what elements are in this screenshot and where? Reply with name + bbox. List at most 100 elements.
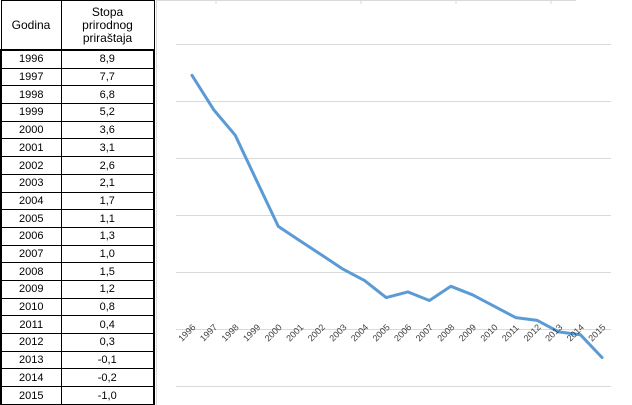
rate-value-cell: -1,0 [60,386,155,405]
year-cell: 1997 [0,67,62,87]
data-point [449,285,452,288]
x-tick-label: 2015 [586,322,607,343]
year-cell: 2005 [0,209,62,228]
rate-value-cell: -0,1 [60,350,155,370]
chart-canvas: 1996 1997 1998 1999 2000 2001 2002 2003 2004 2005… [156,0,611,405]
year-cell: 1999 [0,103,62,122]
rate-value-cell: 0,4 [60,315,155,335]
table-row: 2011 0,4 [0,315,155,335]
rate-value-cell: 3,6 [60,120,155,140]
year-cell: 2003 [0,173,62,193]
rate-value-cell: 0,3 [60,333,155,352]
table-row: 2010 0,8 [0,297,155,317]
table-row: 2014 -0,2 [0,368,155,388]
year-cell: 2014 [0,368,62,388]
table-row: 2000 3,6 [0,120,155,140]
rate-value-cell: 1,0 [60,244,155,264]
data-point [363,279,366,282]
year-cell: 2013 [0,350,62,370]
rate-value-cell: 2,6 [60,156,155,175]
year-cell: 2007 [0,244,62,264]
x-tick-label: 2014 [565,322,586,343]
series-line [190,73,604,359]
rate-value-cell: 0,8 [60,297,155,317]
line-chart: 1996 1997 1998 1999 2000 2001 2002 2003 2004 2005… [156,0,632,405]
x-tick-label: 2011 [500,323,521,344]
x-tick-label: 1997 [198,322,219,343]
data-point [471,293,474,296]
data-point [320,253,323,256]
table-row: 2001 3,1 [0,138,155,158]
rate-value-cell: 1,5 [60,262,155,281]
table-row: 2015 -1,0 [0,386,155,405]
year-cell: 2002 [0,156,62,175]
data-point [191,74,194,77]
x-tick-label: 1996 [176,322,197,343]
table-row: 1996 8,9 [0,49,155,69]
x-tick-label: 2002 [306,322,327,343]
rate-column-header: Stopa prirodnog priraštaja [60,0,155,51]
data-point [298,239,301,242]
table-row: 2009 1,2 [0,279,155,299]
table-body: 1996 8,9 1997 7,7 1998 6,8 1999 5,2 2000 3,6 2001 3… [0,49,155,405]
rate-value-cell: 1,2 [60,279,155,299]
x-tick-label: 2004 [349,322,370,343]
data-point [255,179,258,182]
year-cell: 2006 [0,226,62,246]
year-cell: 2004 [0,191,62,211]
rate-value-cell: 6,8 [60,85,155,105]
table-row: 2007 1,0 [0,244,155,264]
year-cell: 2001 [0,138,62,158]
x-tick-label: 2000 [263,322,284,343]
rate-value-cell: 1,7 [60,191,155,211]
year-cell: 2012 [0,333,62,352]
data-point [212,108,215,111]
table-row: 2012 0,3 [0,333,155,352]
data-point [234,134,237,137]
year-cell: 2011 [0,315,62,335]
table-row: 1999 5,2 [0,103,155,122]
data-point [514,316,517,319]
x-tick-label: 2010 [478,322,499,343]
table-row: 2003 2,1 [0,173,155,193]
data-point [385,296,388,299]
rate-value-cell: 2,1 [60,173,155,193]
x-tick-label: 2005 [371,322,392,343]
year-column-header: Godina [0,0,62,51]
x-tick-label: 1998 [220,322,241,343]
table-row: 2004 1,7 [0,191,155,211]
x-tick-label: 1999 [241,322,262,343]
x-tick-label: 2012 [522,322,543,343]
table-row: 1997 7,7 [0,67,155,87]
data-point [406,290,409,293]
rate-value-cell: 1,3 [60,226,155,246]
table-row: 2013 -0,1 [0,350,155,370]
table-row: 2006 1,3 [0,226,155,246]
x-tick-label: 2001 [284,322,305,343]
data-point [601,356,604,359]
x-tick-label: 2007 [414,322,435,343]
x-tick-label: 2009 [457,322,478,343]
table-header-row: Godina Stopa prirodnog priraštaja [0,0,155,51]
data-point [342,268,345,271]
rate-value-cell: 3,1 [60,138,155,158]
x-tick-label: 2003 [327,322,348,343]
rate-value-cell: 8,9 [60,49,155,69]
birth-rate-table: Godina Stopa prirodnog priraštaja 1996 8,… [0,0,155,405]
year-cell: 2000 [0,120,62,140]
year-cell: 2009 [0,279,62,299]
table-row: 2005 1,1 [0,209,155,228]
year-cell: 2008 [0,262,62,281]
year-cell: 2010 [0,297,62,317]
data-point [493,305,496,308]
year-cell: 1998 [0,85,62,105]
year-cell: 1996 [0,49,62,69]
table-row: 1998 6,8 [0,85,155,105]
rate-value-cell: 1,1 [60,209,155,228]
table-row: 2002 2,6 [0,156,155,175]
data-point [536,319,539,322]
year-cell: 2015 [0,386,62,405]
rate-value-cell: 7,7 [60,67,155,87]
x-tick-label: 2008 [435,322,456,343]
rate-value-cell: 5,2 [60,103,155,122]
